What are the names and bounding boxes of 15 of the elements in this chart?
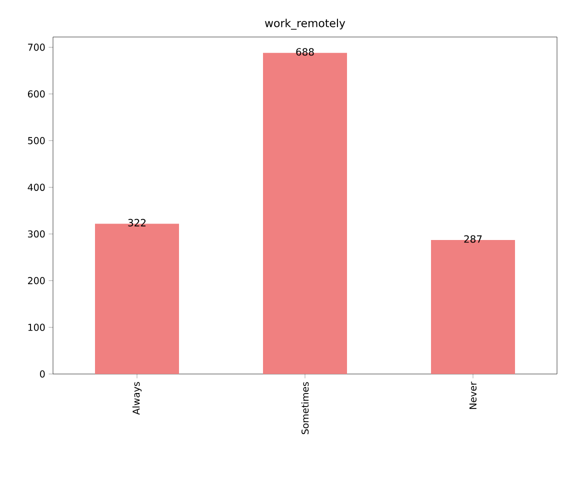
y-tick-label: 300 — [28, 230, 45, 238]
y-tick-label: 400 — [28, 184, 45, 191]
y-tick-label: 100 — [28, 324, 45, 331]
data-label: 287 — [464, 235, 482, 243]
chart-title: work_remotely — [264, 18, 346, 30]
data-label: 322 — [128, 218, 146, 226]
data-label: 688 — [296, 48, 314, 56]
y-tick-label: 700 — [28, 44, 45, 51]
x-tick-label: Always — [132, 382, 142, 415]
y-tick-label: 600 — [28, 90, 45, 98]
y-tick-label: 200 — [28, 277, 45, 284]
y-tick-label: 500 — [28, 137, 45, 144]
x-tick-label: Sometimes — [301, 382, 309, 434]
x-tick-label: Never — [469, 382, 477, 409]
y-tick-label: 0 — [40, 370, 45, 378]
